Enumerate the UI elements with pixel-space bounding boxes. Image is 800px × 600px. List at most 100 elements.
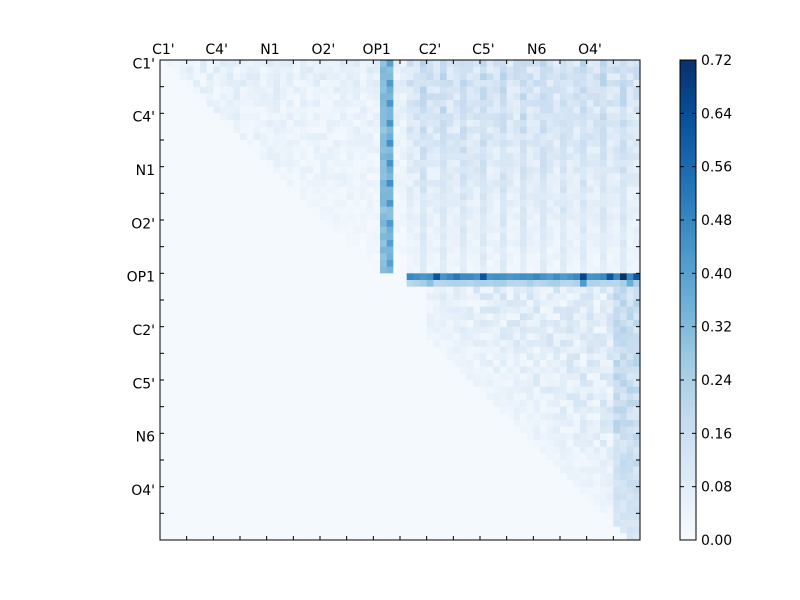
heatmap-cell bbox=[393, 113, 401, 121]
heatmap-cell bbox=[160, 353, 167, 361]
heatmap-cell bbox=[593, 113, 601, 121]
heatmap-cell bbox=[160, 106, 167, 114]
heatmap-cell bbox=[560, 446, 567, 454]
heatmap-cell bbox=[466, 506, 474, 514]
heatmap-cell bbox=[300, 60, 307, 67]
heatmap-cell bbox=[626, 386, 634, 394]
heatmap-cell bbox=[526, 80, 534, 87]
heatmap-cell bbox=[226, 93, 234, 101]
heatmap-cell bbox=[213, 433, 221, 441]
heatmap-cell bbox=[446, 300, 454, 307]
heatmap-cell bbox=[346, 73, 354, 81]
heatmap-cell bbox=[473, 233, 481, 241]
heatmap-cell bbox=[440, 320, 447, 327]
heatmap-cell bbox=[286, 133, 294, 141]
heatmap-cell bbox=[280, 120, 287, 127]
heatmap-cell bbox=[586, 346, 594, 354]
heatmap-cell bbox=[373, 320, 381, 327]
heatmap-cell bbox=[393, 433, 401, 441]
heatmap-cell bbox=[333, 266, 341, 274]
heatmap-cell bbox=[380, 320, 387, 327]
heatmap-cell bbox=[406, 453, 414, 461]
heatmap-cell bbox=[260, 133, 267, 141]
heatmap-cell bbox=[260, 353, 267, 361]
heatmap-cell bbox=[233, 406, 241, 414]
heatmap-cell bbox=[433, 333, 441, 341]
heatmap-cell bbox=[493, 360, 501, 367]
heatmap-cell bbox=[526, 186, 534, 194]
heatmap-cell bbox=[466, 340, 474, 347]
heatmap-cell bbox=[333, 300, 341, 307]
heatmap-cell bbox=[313, 260, 321, 267]
heatmap-cell bbox=[320, 180, 327, 187]
heatmap-cell bbox=[380, 480, 387, 487]
heatmap-cell bbox=[533, 386, 541, 394]
heatmap-cell bbox=[180, 340, 187, 347]
heatmap-cell bbox=[513, 486, 521, 494]
heatmap-cell bbox=[306, 426, 314, 434]
heatmap-cell bbox=[580, 460, 587, 467]
heatmap-cell bbox=[373, 186, 381, 194]
heatmap-cell bbox=[400, 166, 407, 174]
heatmap-cell bbox=[386, 466, 394, 474]
heatmap-cell bbox=[553, 453, 561, 461]
heatmap-cell bbox=[286, 320, 294, 327]
heatmap-cell bbox=[386, 146, 394, 154]
heatmap-cell bbox=[373, 193, 381, 201]
heatmap-cell bbox=[400, 120, 407, 127]
heatmap-cell bbox=[353, 400, 361, 407]
heatmap-cell bbox=[633, 240, 641, 247]
heatmap-cell bbox=[460, 506, 467, 514]
heatmap-cell bbox=[320, 506, 327, 514]
heatmap-cell bbox=[560, 73, 567, 81]
heatmap-cell bbox=[486, 500, 494, 507]
heatmap-cell bbox=[593, 140, 601, 147]
heatmap-cell bbox=[193, 300, 201, 307]
heatmap-cell bbox=[560, 400, 567, 407]
heatmap-cell bbox=[346, 220, 354, 227]
heatmap-cell bbox=[313, 220, 321, 227]
heatmap-cell bbox=[600, 173, 607, 181]
heatmap-cell bbox=[193, 253, 201, 261]
heatmap-cell bbox=[266, 453, 274, 461]
heatmap-cell bbox=[540, 273, 547, 281]
heatmap-cell bbox=[313, 240, 321, 247]
heatmap-cell bbox=[313, 506, 321, 514]
heatmap-cell bbox=[460, 473, 467, 481]
heatmap-cell bbox=[326, 233, 334, 241]
heatmap-cell bbox=[433, 140, 441, 147]
heatmap-cell bbox=[333, 233, 341, 241]
heatmap-cell bbox=[486, 253, 494, 261]
heatmap-cell bbox=[566, 113, 574, 121]
heatmap-cell bbox=[613, 200, 621, 207]
heatmap-cell bbox=[320, 480, 327, 487]
heatmap-cell bbox=[366, 473, 374, 481]
heatmap-cell bbox=[393, 160, 401, 167]
heatmap-cell bbox=[226, 293, 234, 301]
heatmap-cell bbox=[500, 313, 507, 321]
heatmap-cell bbox=[266, 220, 274, 227]
heatmap-cell bbox=[560, 360, 567, 367]
heatmap-cell bbox=[500, 293, 507, 301]
heatmap-cell bbox=[333, 146, 341, 154]
heatmap-cell bbox=[393, 80, 401, 87]
heatmap-cell bbox=[466, 206, 474, 214]
heatmap-cell bbox=[160, 113, 167, 121]
heatmap-cell bbox=[233, 326, 241, 334]
heatmap-cell bbox=[306, 166, 314, 174]
heatmap-cell bbox=[593, 400, 601, 407]
heatmap-cell bbox=[300, 346, 307, 354]
heatmap-cell bbox=[613, 186, 621, 194]
heatmap-cell bbox=[580, 400, 587, 407]
heatmap-cell bbox=[566, 86, 574, 94]
heatmap-cell bbox=[366, 206, 374, 214]
heatmap-cell bbox=[246, 220, 254, 227]
heatmap-cell bbox=[466, 386, 474, 394]
heatmap-cell bbox=[186, 426, 194, 434]
heatmap-cell bbox=[320, 353, 327, 361]
heatmap-cell bbox=[560, 100, 567, 107]
heatmap-cell bbox=[213, 380, 221, 387]
heatmap-cell bbox=[553, 140, 561, 147]
heatmap-cell bbox=[453, 500, 461, 507]
heatmap-cell bbox=[173, 366, 181, 374]
